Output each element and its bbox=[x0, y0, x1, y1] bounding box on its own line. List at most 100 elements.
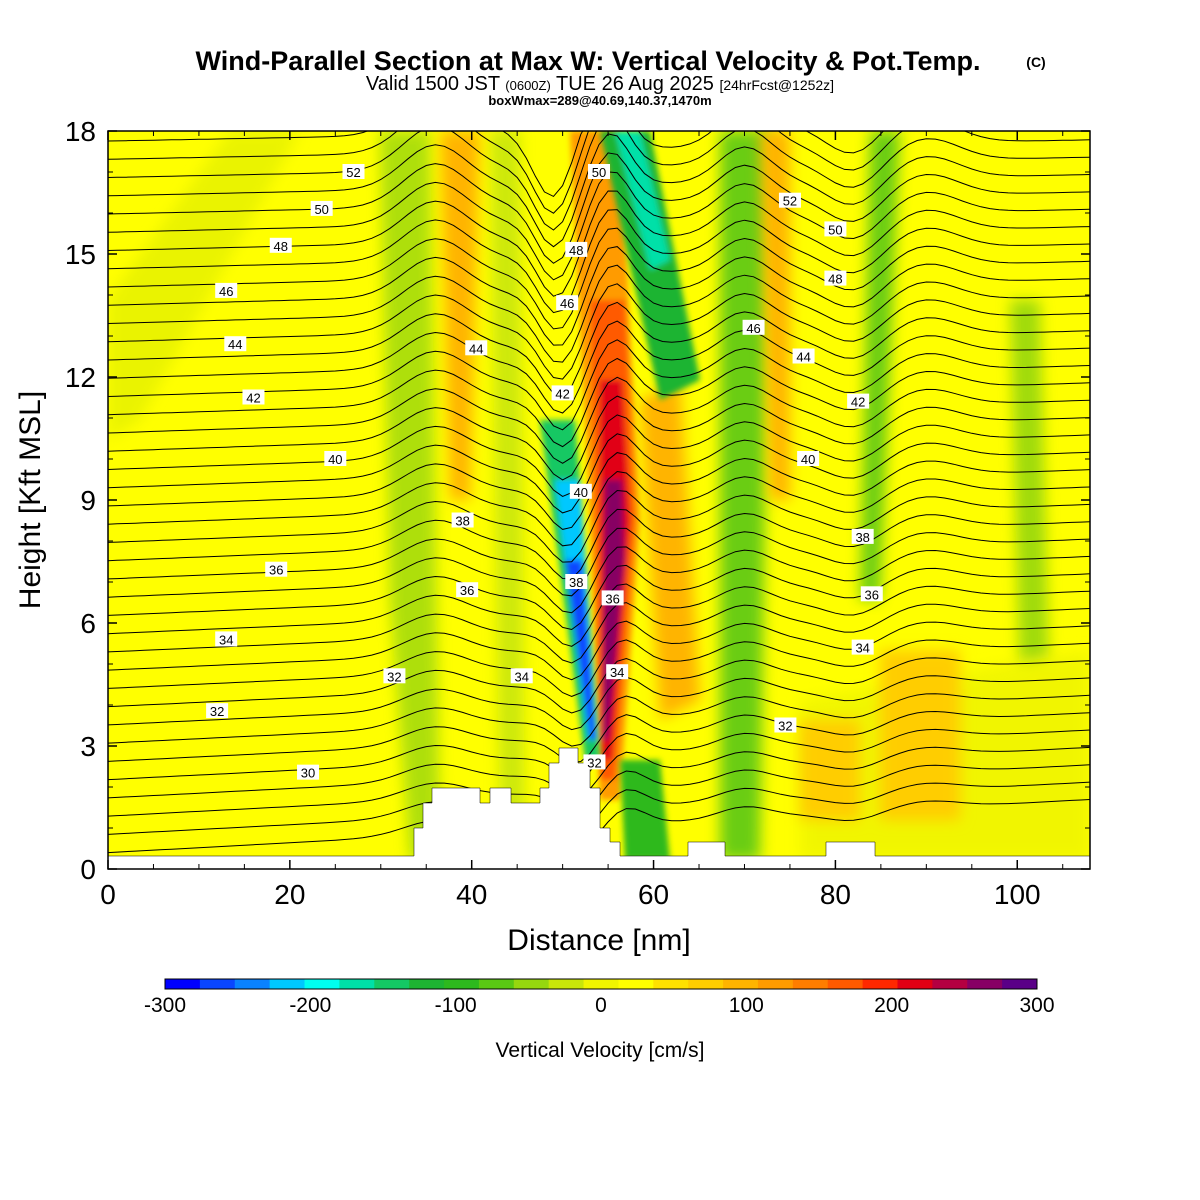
contour-label-text: 38 bbox=[569, 575, 583, 590]
contour-label: 32 bbox=[583, 754, 606, 770]
contour-label: 46 bbox=[556, 295, 579, 311]
contour-label-text: 50 bbox=[592, 165, 606, 180]
theta-contour-line bbox=[108, 602, 1090, 664]
theta-contour-line bbox=[108, 414, 1090, 497]
colorbar-label: Vertical Velocity [cm/s] bbox=[496, 1039, 705, 1062]
colorbar-swatch bbox=[478, 979, 515, 989]
x-axis-label: Distance [nm] bbox=[507, 924, 690, 957]
contour-label-bg bbox=[792, 348, 815, 364]
colorbar-swatch bbox=[548, 979, 585, 989]
contour-label: 40 bbox=[797, 451, 820, 467]
contour-label-bg bbox=[297, 764, 320, 780]
colorbar-tick-label: -300 bbox=[144, 994, 186, 1017]
colorbar-frame bbox=[164, 978, 1038, 990]
colorbar-swatch bbox=[199, 979, 236, 989]
theta-contour-line bbox=[108, 171, 1090, 281]
y-tick-label: 18 bbox=[65, 116, 96, 147]
contour-label-text: 32 bbox=[210, 704, 224, 719]
colorbar-swatch bbox=[513, 979, 550, 989]
chart-title: Wind-Parallel Section at Max W: Vertical… bbox=[196, 46, 981, 76]
contour-label: 32 bbox=[206, 703, 229, 719]
contour-label-bg bbox=[797, 451, 820, 466]
contour-label-bg bbox=[851, 639, 874, 655]
y-tick-label: 12 bbox=[65, 362, 96, 393]
contour-label-text: 48 bbox=[828, 272, 842, 287]
contour-label-bg bbox=[310, 200, 333, 216]
contour-label-bg bbox=[451, 512, 474, 528]
band-e bbox=[800, 720, 860, 820]
contour-label-text: 42 bbox=[246, 391, 260, 406]
theta-contour-line bbox=[108, 246, 1090, 346]
x-tick-label: 60 bbox=[638, 879, 669, 910]
colorbar-swatch bbox=[688, 979, 724, 989]
theta-contour-line bbox=[108, 583, 1090, 647]
theta-contour-line bbox=[108, 693, 1090, 747]
contour-label-text: 50 bbox=[828, 222, 842, 237]
colorbar-swatch bbox=[409, 979, 445, 989]
x-tick-label: 80 bbox=[820, 879, 851, 910]
contour-label-bg bbox=[565, 241, 588, 257]
theta-contour-line bbox=[108, 675, 1090, 731]
contour-label-text: 46 bbox=[560, 296, 574, 311]
colorbar-tick-label: 200 bbox=[874, 994, 909, 1017]
contour-label: 38 bbox=[565, 574, 588, 590]
contour-label: 44 bbox=[224, 336, 247, 352]
contour-label-bg bbox=[551, 385, 574, 401]
contour-label-text: 44 bbox=[228, 337, 242, 352]
contour-label-bg bbox=[742, 319, 765, 335]
colorbar-swatch bbox=[234, 979, 271, 989]
theta-contour-line bbox=[108, 710, 1090, 764]
contour-label-text: 52 bbox=[783, 194, 797, 209]
streak-c bbox=[860, 131, 900, 600]
contour-label: 52 bbox=[342, 164, 365, 180]
contour-label: 36 bbox=[860, 586, 883, 602]
downdraft-green-lower bbox=[620, 760, 670, 860]
y-tick-label: 15 bbox=[65, 239, 96, 270]
contour-label-bg bbox=[847, 393, 870, 409]
x-axis: 0 20 40 60 80 100 bbox=[100, 131, 1064, 910]
colorbar-swatch bbox=[967, 979, 1003, 989]
contour-label-text: 32 bbox=[778, 719, 792, 734]
contour-label: 32 bbox=[774, 717, 797, 734]
contour-label-text: 34 bbox=[855, 641, 869, 656]
contour-label-text: 34 bbox=[219, 632, 233, 647]
contour-label: 48 bbox=[565, 241, 588, 258]
theta-contour-line bbox=[108, 746, 1090, 799]
terrain bbox=[108, 747, 1090, 869]
theta-contour-line bbox=[108, 209, 1090, 314]
x-tick-label: 40 bbox=[456, 879, 487, 910]
contour-label-bg bbox=[565, 574, 588, 589]
colorbar-swatch bbox=[897, 979, 933, 989]
y-tick-label: 9 bbox=[80, 485, 96, 516]
contour-label-bg bbox=[224, 336, 247, 352]
y-axis-label: Height [Kft MSL] bbox=[14, 391, 47, 609]
theta-contour-line bbox=[108, 131, 1090, 231]
colorbar-swatch bbox=[339, 979, 375, 989]
contour-label-text: 46 bbox=[219, 284, 233, 299]
colorbar-swatch bbox=[618, 979, 654, 989]
contour-label-text: 40 bbox=[574, 485, 588, 500]
theta-contour-line bbox=[108, 508, 1090, 580]
colorbar-swatch bbox=[1002, 979, 1038, 989]
colorbar-swatch bbox=[304, 979, 340, 989]
contour-label-text: 30 bbox=[301, 766, 315, 781]
theta-contour-line bbox=[108, 433, 1090, 514]
contour-label-bg bbox=[206, 703, 229, 719]
contour-label-text: 42 bbox=[851, 395, 865, 410]
contour-label: 38 bbox=[451, 512, 474, 529]
y-tick-label: 3 bbox=[80, 731, 96, 762]
contour-label-bg bbox=[215, 282, 238, 298]
contour-label: 44 bbox=[465, 340, 488, 356]
contour-label-bg bbox=[824, 270, 847, 286]
contour-label: 36 bbox=[601, 590, 624, 606]
colorbar-swatch bbox=[269, 979, 306, 989]
contour-label-bg bbox=[778, 192, 801, 208]
contour-label-bg bbox=[510, 668, 533, 684]
theta-contour-line bbox=[108, 131, 885, 198]
contour-label-bg bbox=[215, 631, 238, 647]
colorbar-swatch bbox=[757, 979, 794, 989]
contour-label-text: 44 bbox=[469, 341, 483, 356]
contour-label-bg bbox=[242, 389, 265, 405]
colorbar: -300 -200 -100 0 100 200 300 bbox=[144, 978, 1055, 1017]
contour-label-bg bbox=[556, 295, 579, 311]
